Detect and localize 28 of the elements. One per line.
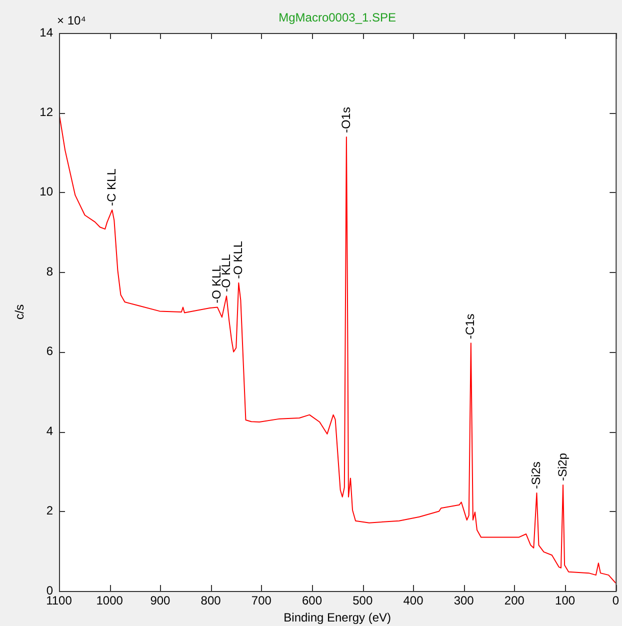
- x-tick-label: 400: [403, 594, 424, 608]
- x-tick-label: 0: [612, 594, 620, 608]
- annotation: -O1s: [338, 107, 353, 134]
- x-tick-label: 900: [150, 594, 171, 608]
- x-tick-label: 100: [555, 594, 576, 608]
- y-tick-label: 10: [40, 184, 54, 199]
- y-tick-label: 12: [40, 105, 54, 120]
- x-tick-label: 200: [504, 594, 525, 608]
- y-tick-label: 6: [46, 344, 54, 358]
- y-tick-label: 8: [46, 264, 54, 278]
- y-tick-label: 14: [40, 25, 54, 40]
- x-tick-label: 500: [352, 594, 373, 608]
- x-tick-label: 600: [302, 594, 322, 608]
- y-tick-label: 2: [46, 504, 54, 518]
- annotation: -Si2s: [529, 462, 544, 489]
- y-axis-title: c/s: [12, 304, 26, 320]
- x-axis-title: Binding Energy (eV): [284, 610, 392, 624]
- x-tick-label: 700: [251, 594, 272, 608]
- chart-title: MgMacro0003_1.SPE: [278, 10, 396, 24]
- x-tick-label: 1000: [96, 594, 124, 608]
- text: × 10⁴: [57, 13, 86, 28]
- annotation: -C KLL: [104, 168, 118, 206]
- annotation: -C1s: [463, 314, 478, 340]
- annotation: -O KLL: [230, 240, 245, 279]
- x-tick-label: 300: [454, 594, 474, 608]
- annotation: -Si2p: [555, 452, 570, 481]
- x-tick-label: 800: [200, 594, 222, 608]
- y-tick-label: 4: [46, 424, 54, 438]
